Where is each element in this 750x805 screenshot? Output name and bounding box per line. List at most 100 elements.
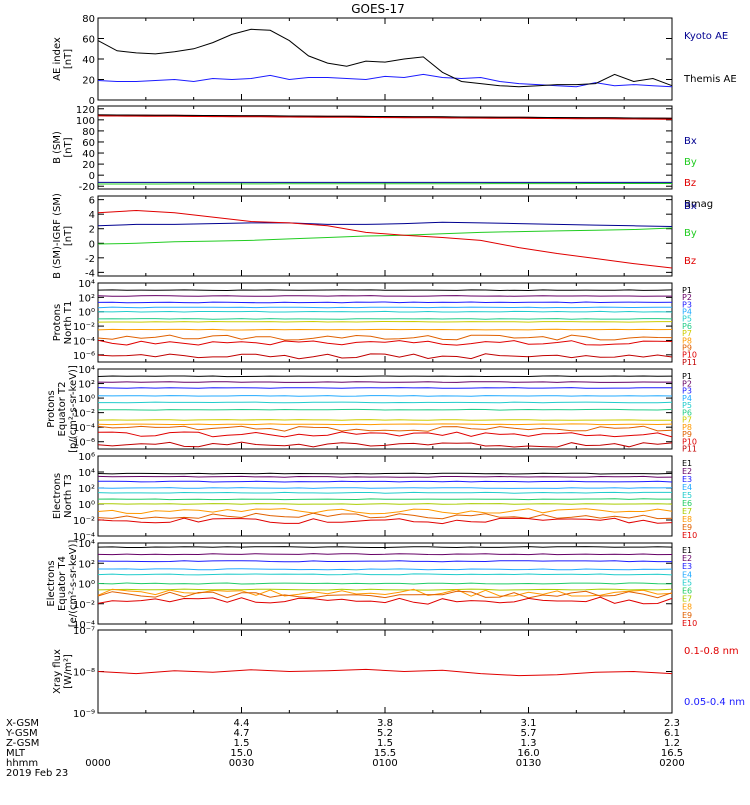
y-tick-label: 10⁻⁹: [73, 709, 95, 720]
y-axis-label-line: Electrons: [46, 560, 57, 606]
channel-line-e5: [97, 491, 672, 494]
x-axis-value: 16.0: [517, 748, 539, 759]
y-axis-label-line: Xray flux: [52, 649, 63, 694]
channel-line-p4: [97, 306, 672, 309]
channel-line-p2: [97, 295, 672, 297]
channel-line-p2: [97, 381, 672, 383]
y-tick-label: 10⁴: [78, 365, 95, 376]
channel-label-e5: E5: [682, 578, 692, 587]
channel-label-e3: E3: [682, 562, 692, 571]
x-axis-value: 5.2: [377, 728, 393, 739]
channel-line-e10: [97, 596, 673, 605]
channel-label-p4: P4: [682, 308, 692, 317]
y-tick-label: 6: [89, 196, 95, 207]
y-tick-label: 10⁻²: [73, 600, 95, 611]
x-axis-row-label: X-GSM: [6, 718, 39, 729]
channel-line-e4: [98, 568, 673, 571]
x-axis-value: 3.8: [377, 718, 393, 729]
y-axis-label-line: North T3: [63, 474, 74, 518]
x-axis-value: 0130: [516, 758, 541, 769]
y-tick-label: 10²: [78, 293, 95, 304]
channel-line-p1: [97, 289, 673, 292]
y-tick-label: 10⁴: [78, 279, 95, 290]
panel-xray-flux: 10⁻⁹ 10⁻⁸ 10⁻⁷ Xray flux[W/m²] 0.1-0.8 nm 0.0…: [52, 626, 745, 720]
y-tick-label: 10⁻⁴: [73, 423, 95, 434]
y-tick-label: 10⁻⁶: [73, 438, 95, 449]
channel-label-e9: E9: [682, 523, 692, 532]
y-tick-label: 60: [82, 35, 95, 46]
y-tick-label: 60: [82, 138, 95, 149]
y-tick-label: 2: [89, 225, 95, 236]
y-tick-label: 10⁴: [78, 468, 95, 479]
x-axis-value: 0000: [85, 758, 110, 769]
y-tick-label: 0: [89, 96, 95, 107]
channel-line-p1: [97, 375, 673, 378]
channel-label-p4: P4: [682, 394, 692, 403]
x-axis-value: 1.2: [664, 738, 680, 749]
plot-title: GOES-17: [351, 2, 405, 16]
y-axis-label-line: Protons: [52, 304, 63, 341]
channel-line-p9: [97, 425, 673, 432]
y-axis-label: B (SM)-IGRF (SM)[nT]: [52, 193, 74, 279]
channel-line-e10: [97, 517, 673, 525]
x-axis-value: 15.5: [374, 748, 396, 759]
x-axis-value: 1.5: [377, 738, 393, 749]
y-axis-label-line: [e/(cm²-s-sr-keV)]: [68, 540, 79, 628]
y-axis-label: ElectronsEquator T4[e/(cm²-s-sr-keV)]: [46, 540, 79, 628]
y-tick-label: 80: [82, 127, 95, 138]
channel-label-p8: P8: [682, 336, 692, 345]
series-line-by: [97, 227, 673, 245]
series-line-bx: [97, 221, 673, 227]
channel-line-p4: [97, 395, 673, 397]
channel-label-e9: E9: [682, 611, 692, 620]
series-line-kyoto-ae: [97, 73, 673, 88]
channel-line-p6: [98, 408, 673, 411]
channel-line-p5: [98, 401, 673, 404]
x-axis-value: 4.4: [234, 718, 250, 729]
y-tick-label: -4: [85, 268, 95, 279]
y-axis-label-line: Protons: [46, 390, 57, 427]
channel-label-e8: E8: [682, 515, 692, 524]
y-axis-label-line: [p/(cm²-s-sr-keV)]: [68, 365, 79, 453]
channel-line-e6: [97, 582, 673, 585]
channel-line-e9: [97, 512, 673, 520]
x-axis-value: 1.3: [521, 738, 537, 749]
channel-label-e6: E6: [682, 587, 692, 596]
legend-entry: Bz: [684, 256, 696, 267]
y-tick-label: 10⁻⁷: [73, 626, 95, 637]
channel-line-p7: [97, 419, 673, 421]
y-axis-label-line: [W/m²]: [63, 654, 74, 689]
panel-b-sm-igrf: -4 -2 0 2 4 6 B (SM)-IGRF (SM)[nT] Bx By Bz: [52, 193, 697, 279]
y-tick-label: 10⁻⁴: [73, 336, 95, 347]
y-axis-label-line: [nT]: [63, 137, 74, 157]
y-axis-label: B (SM)[nT]: [52, 131, 74, 164]
legend-entry: Bz: [684, 178, 696, 189]
y-tick-label: 10⁰: [78, 580, 95, 591]
series-line-themis-ae: [97, 28, 673, 88]
channel-label-p2: P2: [682, 293, 692, 302]
y-axis-label-line: Equator T2: [57, 382, 68, 437]
x-axis-row-label: Y-GSM: [5, 728, 38, 739]
series-line-0-1-0-8-nm: [97, 668, 673, 677]
channel-label-p9: P9: [682, 343, 692, 352]
legend-entry: Bmag: [684, 199, 713, 210]
channel-label-e7: E7: [682, 507, 692, 516]
channel-label-p11: P11: [682, 358, 697, 367]
channel-label-e10: E10: [682, 531, 697, 540]
y-tick-label: 10⁻²: [73, 409, 95, 420]
y-tick-label: 10²: [78, 380, 95, 391]
channel-line-e7: [97, 588, 673, 591]
y-tick-label: 10⁻⁴: [73, 620, 95, 631]
channel-label-e4: E4: [682, 570, 692, 579]
channel-line-p3: [97, 387, 672, 389]
panel-frame: [97, 282, 673, 363]
channel-line-e8: [97, 508, 673, 515]
legend-entry: 0.1-0.8 nm: [684, 646, 739, 657]
legend-entry: Themis AE: [683, 74, 737, 85]
